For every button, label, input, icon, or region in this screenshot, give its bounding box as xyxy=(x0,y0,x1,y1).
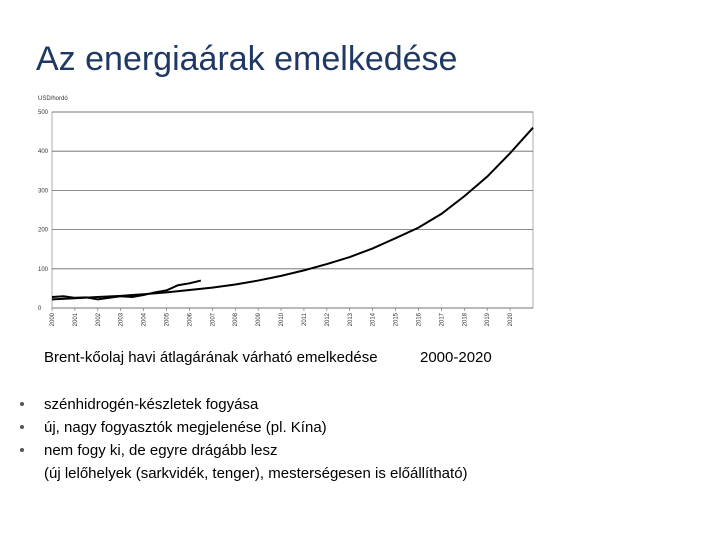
x-tick-label: 2005 xyxy=(165,312,171,326)
x-tick-label: 2010 xyxy=(279,312,285,326)
x-tick-label: 2011 xyxy=(302,312,308,326)
x-tick-label: 2002 xyxy=(96,312,102,326)
x-tick-label: 2000 xyxy=(50,312,56,326)
bullet: új, nagy fogyasztók megjelenése (pl. Kín… xyxy=(44,419,327,436)
x-tick-label: 2012 xyxy=(325,312,331,326)
slide-title: Az energiaárak emelkedése xyxy=(36,40,458,78)
bullet-dot xyxy=(20,402,24,406)
y-tick-label: 0 xyxy=(38,306,42,312)
x-tick-label: 2015 xyxy=(394,312,400,326)
caption: Brent-kőolaj havi átlagárának várható em… xyxy=(44,349,378,366)
x-tick-label: 2004 xyxy=(142,312,148,326)
y-tick-label: 400 xyxy=(38,149,49,155)
y-axis-label: USD/hordó xyxy=(38,96,68,102)
x-tick-label: 2019 xyxy=(485,312,491,326)
x-tick-label: 2003 xyxy=(119,312,125,326)
x-tick-label: 2018 xyxy=(462,312,468,326)
chart: USD/hordó 0 100 200 300 400 500 2000 2001 2002 20… xyxy=(38,96,534,326)
x-tick-label: 2008 xyxy=(233,312,239,326)
x-tick-label: 2017 xyxy=(439,312,445,326)
x-tick-label: 2016 xyxy=(416,312,422,326)
x-tick-label: 2013 xyxy=(348,312,354,326)
y-tick-label: 100 xyxy=(38,267,49,273)
series-line xyxy=(51,127,534,301)
bullet-dot xyxy=(20,448,24,452)
bullet: szénhidrogén-készletek fogyása xyxy=(44,396,259,413)
series-line xyxy=(51,279,202,301)
bullet-continuation: (új lelőhelyek (sarkvidék, tenger), mest… xyxy=(44,465,468,482)
plot-frame xyxy=(51,111,534,309)
x-tick-label: 2009 xyxy=(256,312,262,326)
y-tick-label: 200 xyxy=(38,228,49,234)
x-tick-label: 2001 xyxy=(73,312,79,326)
y-tick-label: 500 xyxy=(38,110,49,116)
x-tick-label: 2020 xyxy=(508,312,514,326)
x-tick-label: 2007 xyxy=(210,312,216,326)
caption-range: 2000-2020 xyxy=(420,349,492,366)
bullet: nem fogy ki, de egyre drágább lesz xyxy=(44,442,278,459)
bullet-dots xyxy=(20,402,24,452)
x-tick-label: 2014 xyxy=(371,312,377,326)
x-tick-label: 2006 xyxy=(187,312,193,326)
bullet-dot xyxy=(20,425,24,429)
y-tick-label: 300 xyxy=(38,188,49,194)
